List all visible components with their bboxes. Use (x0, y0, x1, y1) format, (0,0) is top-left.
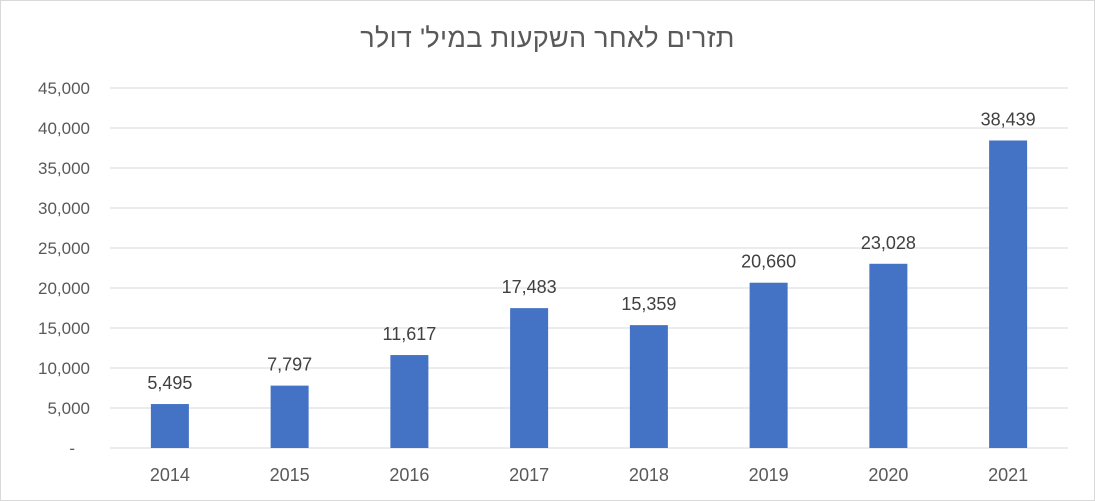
chart-title: תזרים לאחר השקעות במיל' דולר (360, 23, 735, 53)
x-tick-label: 2019 (749, 465, 789, 485)
y-tick-label: 30,000 (38, 199, 90, 218)
data-label: 7,797 (267, 355, 312, 375)
y-tick-label: 10,000 (38, 359, 90, 378)
bar-2016 (390, 355, 429, 448)
data-labels: 5,495 7,797 11,617 17,483 15,359 20,660 23,028… (147, 109, 1035, 393)
gridlines (110, 87, 1068, 449)
bar-2015 (270, 385, 309, 448)
data-label: 23,028 (861, 233, 916, 253)
x-tick-label: 2017 (509, 465, 549, 485)
bar-2017 (510, 308, 549, 448)
bar-2020 (869, 263, 908, 448)
data-label: 5,495 (147, 373, 192, 393)
bar-2018 (629, 325, 668, 448)
data-label: 38,439 (981, 109, 1036, 129)
y-tick-label: - (69, 439, 75, 458)
bar-2014 (150, 404, 189, 448)
y-tick-label: 25,000 (38, 239, 90, 258)
x-tick-label: 2021 (988, 465, 1028, 485)
data-label: 17,483 (502, 277, 557, 297)
data-label: 15,359 (621, 294, 676, 314)
y-tick-label: 5,000 (47, 399, 90, 418)
y-tick-label: 45,000 (38, 79, 90, 98)
x-tick-label: 2018 (629, 465, 669, 485)
x-axis-ticks: 2014 2015 2016 2017 2018 2019 2020 2021 (150, 465, 1028, 485)
x-tick-label: 2016 (389, 465, 429, 485)
data-label: 11,617 (383, 324, 437, 344)
bar-2021 (989, 140, 1028, 448)
data-label: 20,660 (741, 252, 796, 272)
y-tick-label: 15,000 (38, 319, 90, 338)
x-tick-label: 2015 (270, 465, 310, 485)
x-tick-label: 2020 (868, 465, 908, 485)
y-axis-ticks: - 5,000 10,000 15,000 20,000 25,000 30,000 35,0… (38, 79, 90, 458)
y-tick-label: 20,000 (38, 279, 90, 298)
y-tick-label: 35,000 (38, 159, 90, 178)
x-tick-label: 2014 (150, 465, 190, 485)
y-tick-label: 40,000 (38, 119, 90, 138)
bars (150, 140, 1028, 448)
bar-2019 (749, 282, 788, 448)
